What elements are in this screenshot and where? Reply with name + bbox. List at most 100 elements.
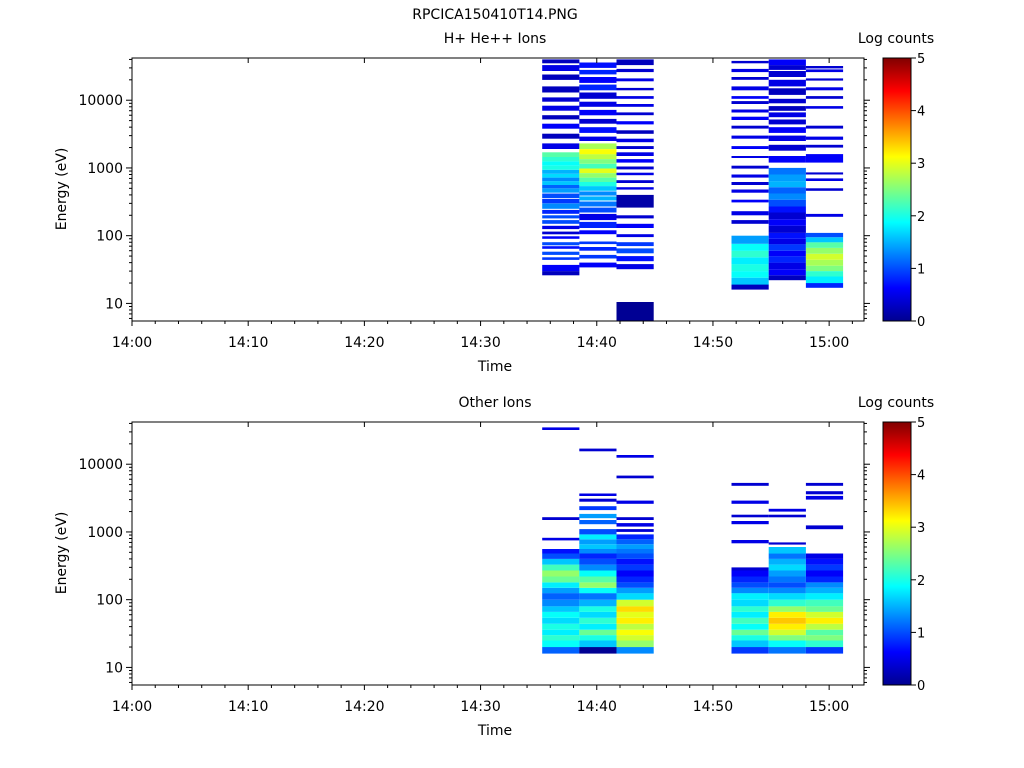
- spectrogram-cell: [616, 593, 654, 600]
- spectrogram-cell: [768, 629, 806, 636]
- spectrogram-cell: [768, 564, 806, 571]
- spectrogram-cell: [768, 212, 806, 220]
- spectrogram-cell: [542, 231, 580, 235]
- spectrogram-cell: [579, 84, 617, 91]
- spectrogram-cell: [616, 215, 654, 219]
- spectrogram-cell: [542, 86, 580, 93]
- spectrogram-cell: [579, 207, 617, 213]
- colorbar-label: Log counts: [858, 395, 934, 411]
- colorbar-tick-label: 4: [917, 105, 925, 120]
- spectrogram-cell: [542, 606, 580, 612]
- spectrogram-cell: [616, 223, 654, 228]
- spectrogram-cell: [542, 59, 580, 64]
- spectrogram-cell: [579, 230, 617, 235]
- spectrogram-cell: [542, 215, 580, 219]
- panel-title: H+ He++ Ions: [444, 31, 547, 47]
- panel-title: Other Ions: [458, 395, 531, 411]
- spectrogram-cell: [805, 611, 844, 618]
- spectrogram-cell: [731, 587, 769, 594]
- spectrogram-cell: [768, 606, 806, 612]
- panel-other-ions: Other Ions Energy (eV) Time Log counts 1…: [54, 395, 934, 739]
- spectrogram-cell: [542, 251, 580, 255]
- y-tick-label: 100: [96, 593, 123, 609]
- spectrogram-cell: [768, 193, 806, 200]
- spectrogram-cell: [616, 606, 654, 612]
- y-tick-label: 1000: [87, 161, 123, 177]
- spectrogram-cell: [542, 623, 580, 630]
- x-axis-label: Time: [477, 359, 512, 375]
- colorbar-tick-label: 3: [917, 521, 925, 536]
- spectrogram-cell: [731, 77, 769, 80]
- spectrogram-cell: [616, 558, 654, 565]
- spectrogram-cell: [579, 558, 617, 565]
- spectrogram-cell: [731, 116, 769, 120]
- spectrogram-cell: [579, 177, 617, 182]
- spectrogram-cell: [616, 611, 654, 618]
- spectrogram-cell: [542, 647, 580, 654]
- spectrogram-cell: [542, 537, 580, 541]
- spectrogram-cell: [805, 237, 844, 243]
- spectrogram-cell: [542, 165, 580, 170]
- spectrogram-cell: [768, 576, 806, 583]
- spectrogram-cell: [805, 576, 844, 583]
- spectrogram-cell: [805, 136, 844, 140]
- spectrogram-cell: [542, 177, 580, 182]
- spectrogram-cell: [542, 427, 580, 430]
- spectrogram-cell: [579, 191, 617, 196]
- spectrogram-cell: [805, 242, 844, 248]
- spectrogram-cell: [731, 101, 769, 104]
- spectrogram-cell: [768, 275, 806, 281]
- spectrogram-cell: [542, 198, 580, 204]
- colorbar-tick-label: 5: [917, 416, 925, 431]
- spectrogram-cell: [579, 529, 617, 535]
- spectrogram-cell: [616, 248, 654, 254]
- spectrogram-cell: [616, 187, 654, 190]
- spectrogram-cell: [542, 564, 580, 571]
- spectrogram-cell: [731, 174, 769, 178]
- spectrogram-cell: [579, 617, 617, 624]
- spectrogram-cell: [768, 206, 806, 213]
- spectrogram-cell: [768, 219, 806, 226]
- spectrogram-cell: [616, 582, 654, 588]
- spectrogram-cell: [731, 165, 769, 169]
- spectrogram-cell: [579, 221, 617, 228]
- spectrogram-cell: [579, 127, 617, 133]
- spectrogram-cell: [616, 500, 654, 504]
- x-axis-label: Time: [477, 723, 512, 739]
- spectrogram-cell: [616, 640, 654, 648]
- y-tick-label: 1000: [87, 525, 123, 541]
- spectrogram-cell: [579, 69, 617, 75]
- spectrogram-cell: [579, 623, 617, 630]
- colorbar-tick-label: 0: [917, 315, 925, 330]
- spectrogram-cell: [768, 514, 806, 518]
- spectrogram-cell: [768, 647, 806, 654]
- spectrogram-cell: [616, 264, 654, 270]
- spectrogram-cell: [731, 250, 769, 258]
- spectrogram-cell: [731, 567, 769, 571]
- spectrogram-cell: [768, 199, 806, 207]
- spectrogram-cell: [805, 96, 844, 99]
- spectrogram-cell: [616, 553, 654, 559]
- spectrogram-cell: [805, 213, 844, 217]
- spectrogram-cell: [579, 62, 617, 68]
- y-axis-label: Energy (eV): [54, 148, 70, 231]
- spectrogram-cell: [579, 611, 617, 618]
- spectrogram-cell: [616, 194, 654, 208]
- spectrogram-cell: [542, 209, 580, 214]
- spectrogram-cell: [616, 302, 654, 321]
- spectrogram-cell: [616, 152, 654, 156]
- spectrogram-cell: [768, 587, 806, 594]
- spectrogram-cell: [768, 558, 806, 565]
- x-tick-label: 14:40: [577, 335, 617, 351]
- spectrogram-cell: [731, 146, 769, 149]
- spectrogram-cell: [731, 647, 769, 654]
- spectrogram-cell: [731, 199, 769, 203]
- spectrogram-cell: [579, 163, 617, 169]
- x-tick-label: 15:00: [809, 699, 849, 715]
- spectrogram-cell: [616, 570, 654, 577]
- spectrogram-cell: [616, 544, 654, 549]
- spectrogram-cell: [731, 60, 769, 64]
- spectrogram-cell: [542, 225, 580, 230]
- spectrogram-cell: [768, 262, 806, 270]
